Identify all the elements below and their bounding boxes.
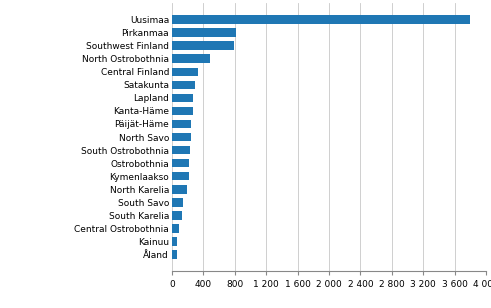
Bar [172, 81, 194, 89]
Bar [172, 172, 189, 180]
Bar [172, 237, 177, 246]
Bar [172, 250, 177, 259]
Bar [172, 41, 234, 50]
Bar [172, 146, 190, 154]
Bar [172, 28, 236, 37]
Bar [172, 198, 183, 207]
Bar [172, 120, 191, 128]
Bar [172, 55, 210, 63]
Bar [172, 159, 189, 168]
Bar [172, 107, 192, 115]
Bar [172, 211, 182, 220]
Bar [172, 94, 193, 102]
Bar [172, 133, 191, 141]
Bar [172, 67, 198, 76]
Bar [172, 185, 187, 193]
Bar [172, 224, 179, 233]
Bar [172, 15, 470, 24]
